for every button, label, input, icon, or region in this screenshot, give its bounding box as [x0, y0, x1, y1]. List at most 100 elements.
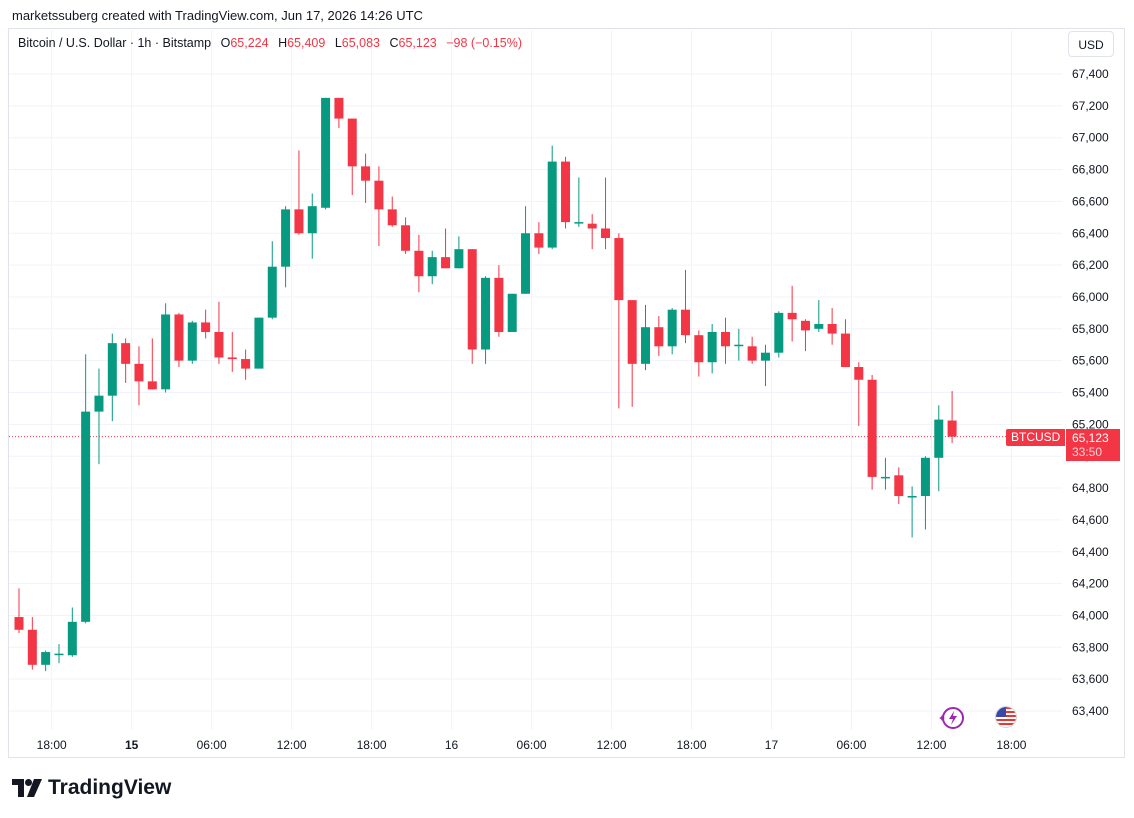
candle-body — [201, 322, 211, 332]
time-axis: 18:00 15 06:00 12:00 18:00 16 06:00 12:00 18:00 1… — [37, 738, 1027, 752]
candle — [214, 301, 224, 364]
candle — [587, 214, 597, 250]
tradingview-logo[interactable]: TradingView — [12, 776, 171, 800]
y-tick-label: 66,800 — [1072, 163, 1109, 177]
candle — [41, 650, 51, 672]
candle — [347, 118, 357, 196]
candle — [614, 233, 624, 409]
candle — [334, 97, 344, 129]
candle — [854, 362, 864, 426]
candle-body — [27, 629, 37, 665]
candle — [867, 374, 877, 490]
candle-body — [321, 97, 331, 208]
lightning-event-icon[interactable] — [938, 706, 964, 730]
candle — [840, 319, 850, 368]
candle — [281, 206, 291, 288]
candle — [800, 319, 810, 352]
candle-body — [601, 228, 611, 239]
candle — [241, 349, 251, 380]
candle-body — [174, 314, 184, 361]
candle — [734, 328, 744, 361]
candle-body — [547, 161, 557, 248]
candle-body — [734, 344, 744, 347]
candle-body — [121, 343, 131, 364]
x-tick-label: 06:00 — [517, 738, 547, 752]
candle — [187, 320, 197, 364]
candle-body — [654, 327, 664, 347]
y-tick-label: 64,800 — [1072, 481, 1109, 495]
candle — [814, 300, 824, 332]
candle-body — [800, 320, 810, 331]
candle — [547, 145, 557, 250]
candle — [294, 150, 304, 235]
candle-body — [494, 277, 504, 332]
x-tick-label: 12:00 — [916, 738, 946, 752]
candle — [401, 217, 411, 254]
candle — [747, 336, 757, 364]
legend-symbol[interactable]: Bitcoin / U.S. Dollar · 1h · Bitstamp — [18, 36, 212, 50]
candle-body — [667, 309, 677, 347]
candle-body — [787, 312, 797, 320]
candle — [54, 644, 64, 664]
x-tick-label: 18:00 — [357, 738, 387, 752]
candle — [880, 457, 890, 490]
candle-body — [641, 327, 651, 364]
candle-body — [227, 357, 237, 360]
candle-body — [454, 249, 464, 269]
x-tick-label: 12:00 — [597, 738, 627, 752]
candle — [720, 317, 730, 364]
currency-button[interactable]: USD — [1068, 31, 1114, 57]
y-tick-label: 64,200 — [1072, 577, 1109, 591]
price-axis: 63,400 63,600 63,800 64,000 64,200 64,400 64,6… — [1072, 67, 1109, 718]
candle-body — [694, 335, 704, 363]
candle-body — [521, 233, 531, 294]
candle-body — [214, 331, 224, 358]
candle-body — [147, 381, 157, 390]
y-tick-label: 67,200 — [1072, 99, 1109, 113]
candle-body — [267, 266, 277, 318]
y-tick-label: 65,200 — [1072, 417, 1109, 431]
tradingview-logo-icon — [12, 779, 42, 797]
candle — [107, 333, 117, 422]
candle — [894, 467, 904, 504]
candle-body — [614, 238, 624, 301]
last-price-value: 65,123 — [1072, 431, 1109, 445]
candle — [774, 311, 784, 358]
chart-credit: marketssuberg created with TradingView.c… — [12, 8, 423, 23]
candle-body — [107, 343, 117, 396]
candle — [14, 588, 24, 633]
x-tick-label: 18:00 — [996, 738, 1026, 752]
grid — [9, 30, 1062, 730]
y-tick-label: 67,000 — [1072, 131, 1109, 145]
candle — [227, 331, 237, 372]
candle — [667, 308, 677, 355]
candle-body — [387, 209, 397, 226]
candle-body — [880, 476, 890, 479]
candle-body — [347, 118, 357, 167]
candle-body — [587, 223, 597, 229]
candle — [67, 607, 77, 657]
candle-body — [681, 309, 690, 336]
symbol-price-label: BTCUSD — [1006, 429, 1066, 446]
candle — [534, 222, 544, 254]
legend-close-label: C — [389, 36, 399, 50]
candle-body — [427, 257, 437, 277]
x-tick-label: 16 — [445, 738, 459, 752]
candle-body — [760, 352, 770, 361]
candle — [494, 265, 504, 337]
y-tick-label: 65,400 — [1072, 386, 1109, 400]
candle — [201, 309, 211, 339]
y-tick-label: 66,200 — [1072, 258, 1109, 272]
candle-body — [574, 222, 584, 224]
candle-body — [854, 367, 864, 380]
candle — [414, 234, 424, 293]
candle — [920, 456, 930, 530]
candle — [321, 97, 331, 210]
candle — [254, 317, 264, 369]
candle-body — [441, 257, 451, 269]
brand-name: TradingView — [48, 776, 172, 799]
us-flag-icon[interactable] — [994, 705, 1018, 729]
x-tick-label: 15 — [125, 738, 139, 752]
candle — [81, 354, 91, 624]
